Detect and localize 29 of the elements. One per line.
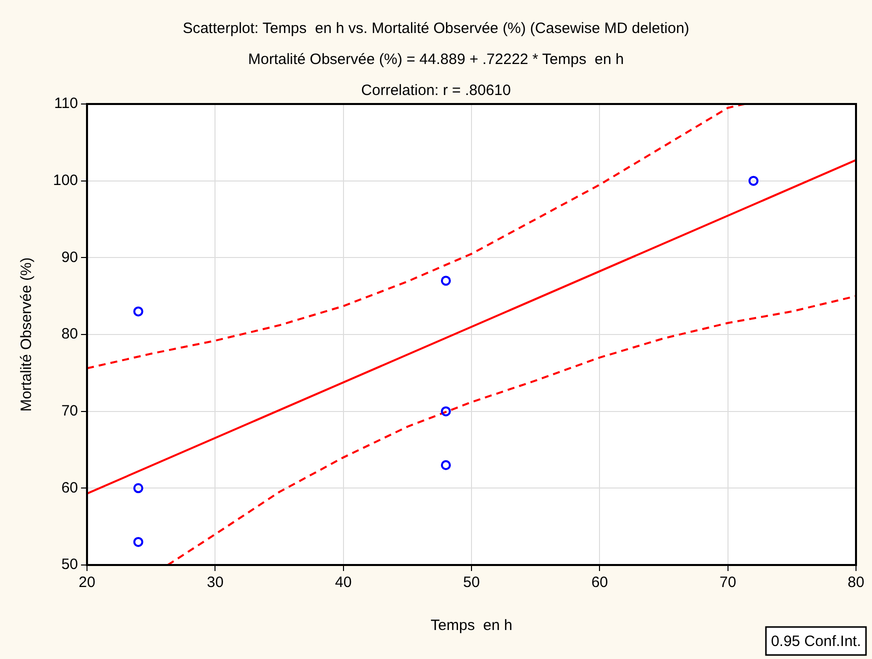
y-tick-label: 100	[52, 172, 78, 189]
text: Correlation: r = .80610	[361, 82, 511, 100]
chart-title: Scatterplot: Temps en h vs. Mortalité Observée (%) (Casewise MD deletion)	[182, 20, 690, 38]
point	[440, 460, 451, 470]
y-tick-label: 110	[54, 95, 78, 112]
x-axis-title: Temps en h	[430, 617, 512, 634]
x-tick-label: 80	[848, 574, 864, 592]
y-tick-label: 70	[61, 402, 78, 420]
y-tick-label: 60	[61, 479, 78, 496]
line-series	[87, 104, 746, 370]
y-tick-label: 90	[61, 248, 78, 266]
x-tick-label: 50	[463, 574, 480, 592]
x-tick-label: 40	[335, 574, 352, 592]
point	[748, 176, 758, 186]
text: 0.95 Conf.Int.	[770, 633, 862, 650]
point	[440, 276, 451, 286]
y-tick-label: 50	[61, 556, 78, 574]
x-tick-label: 30	[206, 574, 224, 592]
x-tick-label: 70	[719, 574, 736, 592]
point	[133, 536, 144, 547]
x-tick-label: 20	[78, 574, 96, 592]
point	[440, 406, 451, 416]
x-tick-label: 60	[591, 574, 608, 592]
point	[133, 483, 144, 494]
y-tick-label: 80	[61, 326, 78, 343]
y-axis-title: Mortalité Observée (%)	[18, 257, 36, 412]
chart-subtitle: Mortalité Observée (%) = 44.889 + .72222 * Temps en h	[248, 51, 624, 68]
point	[133, 306, 144, 316]
line-series	[166, 295, 856, 565]
